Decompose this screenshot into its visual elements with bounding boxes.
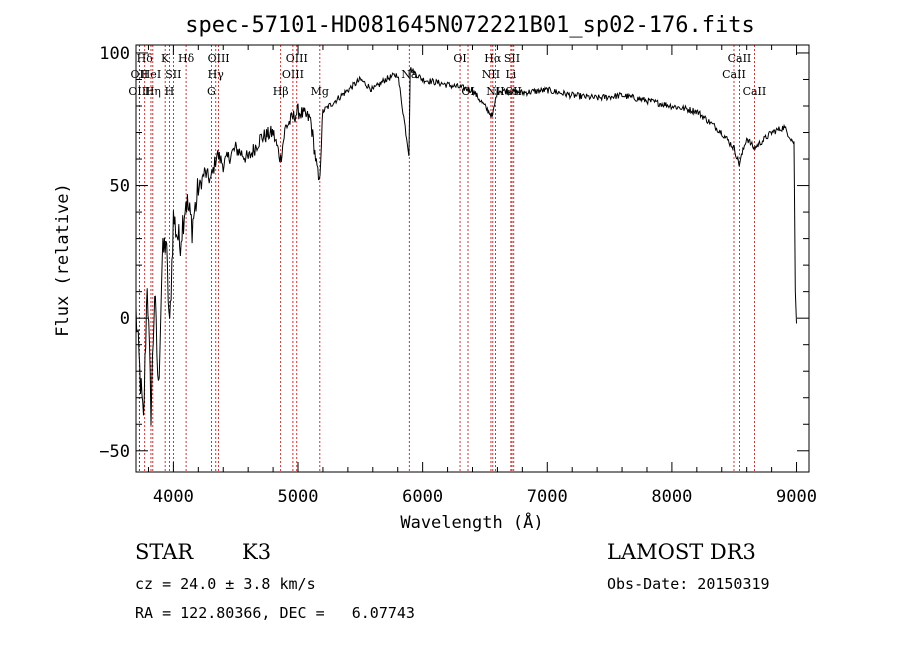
spectral-line-label: H: [165, 85, 175, 98]
spectral-line-label: Hδ: [178, 52, 195, 65]
spectral-line-label: OI: [453, 52, 466, 65]
x-tick-label: 6000: [402, 487, 443, 507]
y-tick-label: 0: [120, 309, 130, 329]
y-axis-label: Flux (relative): [53, 183, 73, 337]
spectral-line-label: Hγ: [208, 68, 225, 81]
survey-name: LAMOST DR3: [607, 540, 756, 564]
x-tick-label: 9000: [776, 487, 817, 507]
spectral-line-label: Hα: [484, 52, 502, 65]
spectral-line-label: Mg: [311, 85, 329, 98]
spectral-line-label: CaII: [722, 68, 746, 81]
spectral-line-label: NII: [482, 68, 500, 81]
spectral-line-label: Hβ: [273, 85, 289, 98]
observation-date: Obs-Date: 20150319: [607, 575, 770, 593]
spectral-line-label: Hη: [145, 85, 161, 98]
spectral-line-label: OIII: [128, 85, 150, 98]
coordinates: RA = 122.80366, DEC = 6.07743: [135, 604, 415, 622]
y-tick-label: 100: [99, 44, 130, 64]
spectral-line-label: Na: [401, 68, 418, 81]
spectral-line-label: NII: [486, 85, 504, 98]
x-tick-label: 4000: [153, 487, 194, 507]
x-axis-label: Wavelength (Å): [400, 511, 543, 533]
spectrum-line: [135, 67, 797, 426]
spectral-line-label: OIII: [286, 52, 308, 65]
spectral-line-label: Hδ: [137, 52, 154, 65]
spectral-line-label: SII: [165, 68, 181, 81]
spectral-line-label: Li: [505, 68, 516, 81]
spectral-line-label: OIII: [282, 68, 304, 81]
chart-title: spec-57101-HD081645N072221B01_sp02-176.f…: [185, 13, 755, 38]
spectral-line-label: G: [207, 85, 216, 98]
axis-ticks: 4000 5000 6000 7000 8000 9000 −50 0 50 100: [99, 44, 817, 507]
spectral-line-label: SII: [504, 52, 520, 65]
x-tick-label: 7000: [527, 487, 568, 507]
x-tick-label: 5000: [278, 487, 319, 507]
spectral-line-label: CaII: [728, 52, 752, 65]
object-subclass: K3: [242, 540, 272, 564]
plot-frame: [135, 44, 810, 473]
object-class: STAR: [135, 540, 194, 564]
spectral-line-label: OIII: [208, 52, 230, 65]
series-layer: [135, 67, 797, 426]
redshift-velocity: cz = 24.0 ± 3.8 km/s: [135, 575, 316, 593]
spectral-line-label: K: [161, 52, 170, 65]
x-tick-label: 8000: [651, 487, 692, 507]
spectral-line-label: HeI: [141, 68, 161, 81]
spectral-line-label: CaII: [743, 85, 767, 98]
y-tick-label: 50: [110, 177, 130, 197]
y-tick-label: −50: [99, 442, 130, 462]
